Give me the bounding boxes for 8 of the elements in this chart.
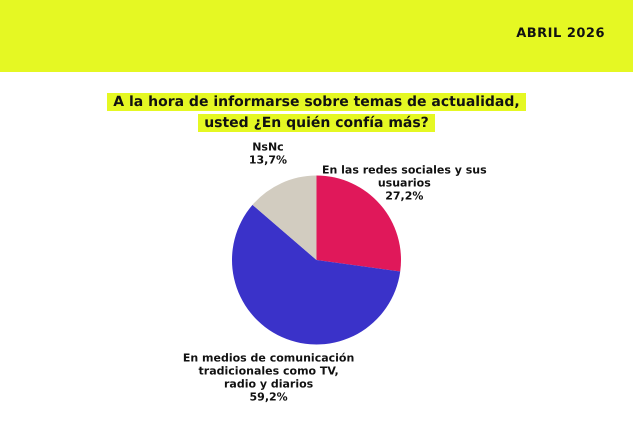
data-label: 13,7% xyxy=(248,153,288,166)
data-label: 59,2% xyxy=(250,390,288,404)
chart-title: A la hora de informarse sobre temas de actualidad, usted ¿En quién confía más? xyxy=(107,93,526,132)
slice-label: En medios de comunicación tradicionales como TV, radio y diarios xyxy=(182,351,354,390)
slice-label: En las redes sociales y sus usuarios xyxy=(322,163,488,190)
text: ABRIL 2026 xyxy=(516,26,605,41)
slice-label: NsNc xyxy=(252,140,284,154)
data-label: 27,2% xyxy=(385,189,424,202)
